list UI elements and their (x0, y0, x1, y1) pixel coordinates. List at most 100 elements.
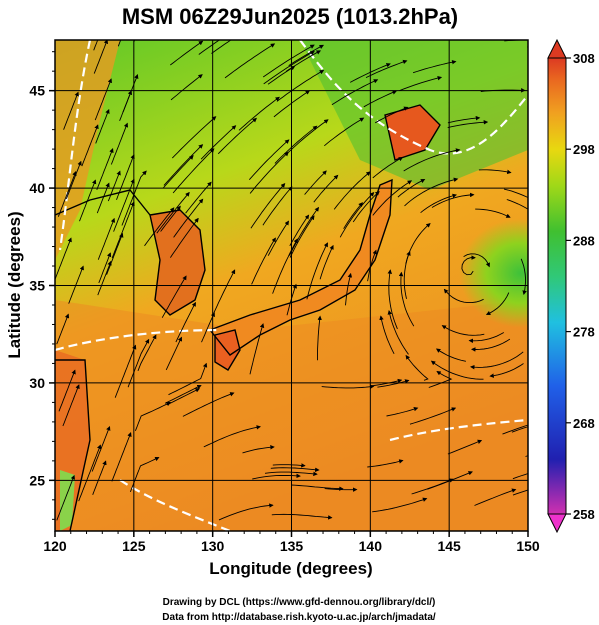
japan-hokkaido (385, 105, 440, 160)
x-tick-label: 120 (43, 538, 67, 554)
streamline (470, 351, 524, 370)
streamline (170, 40, 204, 66)
korean-peninsula (150, 210, 205, 315)
streamline (170, 217, 199, 258)
streamline (78, 444, 102, 502)
credit-drawing: Drawing by DCL (https://www.gfd-dennou.o… (163, 597, 436, 608)
streamline (68, 265, 84, 304)
streamline (386, 406, 419, 417)
colorbar-max-arrow (547, 38, 567, 59)
streamline (352, 190, 380, 223)
streamline (463, 253, 490, 268)
streamline (127, 338, 150, 388)
streamline (58, 369, 76, 412)
streamline (213, 269, 236, 314)
streamline (116, 154, 135, 200)
streamline (201, 312, 215, 343)
y-axis-label: Latitude (degrees) (5, 211, 24, 358)
streamline (224, 43, 276, 79)
streamline (97, 217, 116, 260)
streamline (217, 117, 257, 155)
streamline (173, 198, 204, 238)
map-title: MSM 06Z29Jun2025 (1013.2hPa) (122, 4, 458, 29)
streamline (162, 155, 194, 189)
x-tick-label: 130 (201, 538, 225, 554)
streamline (430, 360, 484, 380)
streamline (324, 487, 358, 492)
streamline (372, 156, 404, 179)
streamline (435, 348, 466, 362)
streamline (106, 232, 124, 275)
streamline (447, 120, 489, 129)
streamline (372, 497, 428, 513)
y-tick-label: 40 (29, 180, 45, 196)
streamline (503, 188, 528, 199)
streamline (520, 258, 527, 295)
streamline (262, 44, 315, 78)
streamline (372, 180, 413, 216)
streamline (170, 74, 203, 101)
streamline (161, 275, 187, 318)
streamline (412, 60, 457, 74)
streamline (365, 59, 408, 79)
streamline (270, 467, 320, 472)
streamline (461, 255, 476, 276)
streamline (363, 90, 398, 108)
low-pressure-cool-area (380, 190, 528, 350)
colorbar-min-arrow (547, 513, 567, 534)
streamline (249, 323, 265, 375)
colorbar-tick-label: 308 (573, 51, 595, 66)
streamline (411, 478, 454, 495)
plot-area (55, 40, 528, 531)
streamline (267, 220, 289, 256)
streamline (182, 392, 235, 417)
streamline (331, 79, 379, 106)
colorbar-tick-label: 268 (573, 416, 595, 431)
streamline (404, 177, 459, 207)
streamline (65, 160, 82, 200)
streamline (304, 170, 327, 195)
streamline (95, 108, 110, 144)
streamline (319, 244, 334, 280)
streamline (367, 459, 404, 468)
streamline (287, 119, 329, 154)
streamline (111, 432, 132, 482)
streamline (374, 106, 409, 124)
streamline (93, 40, 109, 74)
streamline (250, 183, 286, 229)
streamline (289, 206, 320, 256)
streamline (175, 301, 196, 343)
streamline (274, 125, 318, 164)
streamline (271, 513, 333, 520)
streamline (134, 401, 172, 431)
streamline (218, 503, 274, 521)
streamline (56, 474, 75, 521)
x-tick-label: 145 (437, 538, 461, 554)
streamline (398, 271, 415, 327)
streamline (447, 115, 481, 124)
streamline (339, 191, 375, 238)
streamline (288, 44, 324, 66)
streamline (471, 338, 511, 352)
streamline (317, 315, 322, 361)
streamline (512, 473, 528, 480)
streamline (63, 91, 79, 130)
credit-data: Data from http://database.rish.kyoto-u.a… (162, 612, 436, 623)
streamline (321, 384, 375, 390)
streamline (97, 260, 112, 296)
streamline (160, 205, 181, 232)
streamline (57, 171, 77, 217)
streamline (306, 242, 328, 300)
streamline (403, 250, 411, 299)
streamline (474, 488, 517, 506)
x-tick-label: 135 (280, 538, 304, 554)
colorbar-tick-label: 298 (573, 142, 595, 157)
streamline (55, 237, 72, 280)
streamline (56, 313, 70, 345)
colorbar: 308 298 288 278 268 258 (547, 38, 595, 534)
isotherms (55, 40, 528, 531)
streamline (399, 75, 443, 92)
streamline (249, 151, 289, 194)
streamline (428, 371, 453, 388)
streamline (96, 148, 114, 191)
